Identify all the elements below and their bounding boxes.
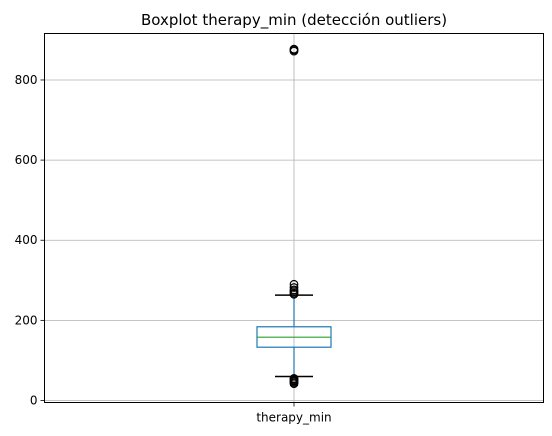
chart-title: Boxplot therapy_min (detección outliers) — [141, 11, 447, 30]
grid — [44, 33, 544, 403]
boxplot — [256, 44, 332, 389]
y-tick-label: 600 — [15, 153, 38, 167]
y-tick-label: 0 — [30, 393, 38, 407]
x-tick-label: therapy_min — [256, 411, 331, 425]
axes: 0 200 400 600 800 therapy_min — [15, 73, 332, 425]
y-tick-label: 800 — [15, 73, 38, 87]
y-tick-label: 200 — [15, 313, 38, 327]
outlier-point — [289, 44, 299, 54]
outlier-point — [289, 283, 299, 292]
outlier-point — [289, 374, 299, 383]
outlier-point — [289, 279, 299, 289]
outlier-point — [289, 285, 299, 295]
plot-frame — [44, 33, 544, 403]
y-tick-label: 400 — [15, 233, 38, 247]
